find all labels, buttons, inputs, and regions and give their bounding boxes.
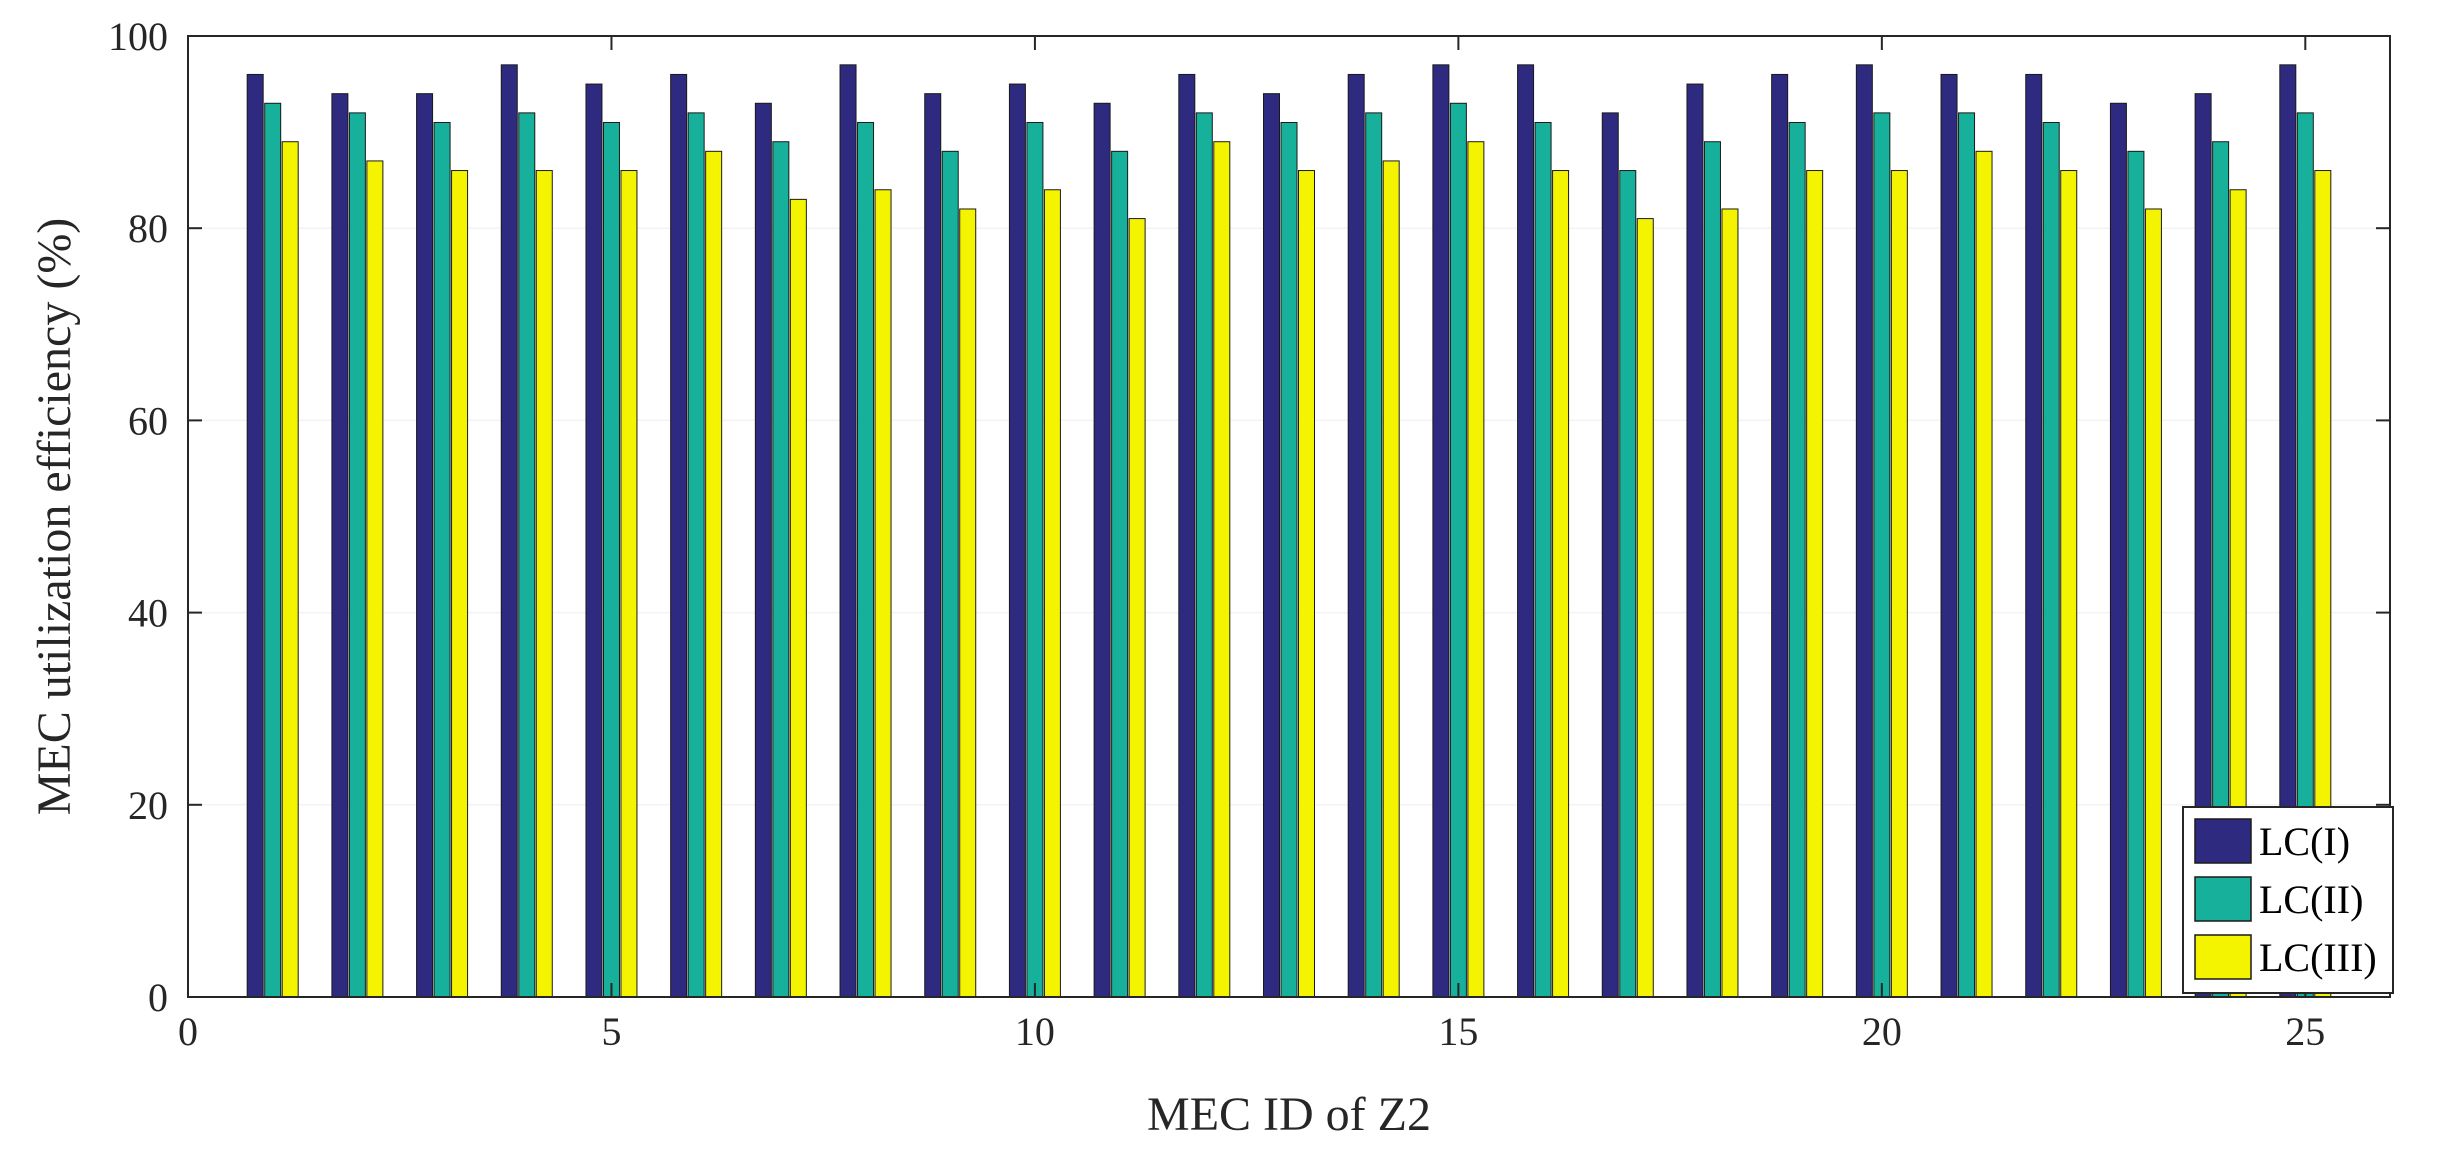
bar (366, 160, 384, 998)
bar (1721, 208, 1739, 998)
bar (416, 93, 434, 998)
bar (1128, 218, 1146, 998)
bar (433, 121, 451, 998)
bar (1890, 170, 1908, 998)
bar (500, 64, 518, 998)
bar (1008, 83, 1026, 998)
bar (857, 121, 875, 998)
bar (331, 93, 349, 998)
legend-entry: LC(II) (2259, 877, 2363, 922)
bar (1975, 150, 1993, 998)
bar (2127, 150, 2145, 998)
bar (1552, 170, 1570, 998)
bar (1178, 73, 1196, 998)
y-tick-label: 40 (128, 591, 168, 636)
bar (1382, 160, 1400, 998)
bar (1703, 141, 1721, 998)
x-tick-label: 20 (1862, 1009, 1902, 1054)
bar (1873, 112, 1891, 998)
bar (1347, 73, 1365, 998)
x-tick-label: 25 (2285, 1009, 2325, 1054)
y-axis-title: MEC utilization efficiency (%) (28, 218, 81, 816)
bar (959, 208, 977, 998)
bar (1467, 141, 1485, 998)
y-tick-label: 20 (128, 783, 168, 828)
bar (2109, 102, 2127, 998)
bar (1093, 102, 1111, 998)
x-axis-title: MEC ID of Z2 (1147, 1088, 1431, 1141)
bar (754, 102, 772, 998)
legend-swatch (2194, 876, 2252, 922)
bar (1195, 112, 1213, 998)
bar (1619, 170, 1637, 998)
bar (1517, 64, 1535, 998)
bar (1940, 73, 1958, 998)
y-tick-label: 80 (128, 206, 168, 251)
bar (1686, 83, 1704, 998)
bar (246, 73, 264, 998)
y-tick-label: 100 (108, 14, 168, 59)
x-tick-label: 0 (178, 1009, 198, 1054)
bar (620, 170, 638, 998)
bar (1365, 112, 1383, 998)
bar (705, 150, 723, 998)
bar (1788, 121, 1806, 998)
bar (1771, 73, 1789, 998)
bar (941, 150, 959, 998)
bar (264, 102, 282, 998)
x-tick-label: 10 (1015, 1009, 1055, 1054)
y-tick-label: 60 (128, 398, 168, 443)
bar (687, 112, 705, 998)
bar (2042, 121, 2060, 998)
bar (1432, 64, 1450, 998)
axis-ticks (187, 35, 2390, 998)
legend-entry: LC(I) (2259, 819, 2350, 864)
x-tick-label: 15 (1438, 1009, 1478, 1054)
bar (1534, 121, 1552, 998)
bar (2025, 73, 2043, 998)
bar (1263, 93, 1280, 998)
bar (1111, 150, 1129, 998)
legend-swatch (2194, 934, 2252, 980)
bar (1280, 121, 1298, 998)
bar (1043, 189, 1061, 998)
bar (874, 189, 892, 998)
bar (585, 83, 603, 998)
legend: LC(I) LC(II) LC(III) (2182, 806, 2394, 994)
bar (1958, 112, 1976, 998)
bar (1213, 141, 1231, 998)
bar (602, 121, 620, 998)
bar (281, 141, 299, 998)
bars (246, 64, 2332, 998)
x-tick-label: 5 (601, 1009, 621, 1054)
bar (2060, 170, 2078, 998)
bar (518, 112, 536, 998)
bar (670, 73, 688, 998)
bar (1298, 170, 1315, 998)
bar (2144, 208, 2162, 998)
bar (451, 170, 469, 998)
bar (839, 64, 857, 998)
bar (789, 198, 807, 998)
bar (1601, 112, 1619, 998)
legend-entry: LC(III) (2259, 935, 2377, 980)
tick-labels: 0 5 10 15 20 25 0 20 40 60 80 100 (108, 14, 2325, 1054)
legend-swatch (2194, 818, 2252, 864)
bar (1855, 64, 1873, 998)
bar (348, 112, 366, 998)
bar (1449, 102, 1467, 998)
bar (1806, 170, 1824, 998)
bar (535, 170, 553, 998)
bar (1636, 218, 1654, 998)
bar (1026, 121, 1044, 998)
plot-frame (187, 35, 2391, 998)
y-tick-label: 0 (148, 975, 168, 1020)
bar (772, 141, 790, 998)
bar (924, 93, 942, 998)
